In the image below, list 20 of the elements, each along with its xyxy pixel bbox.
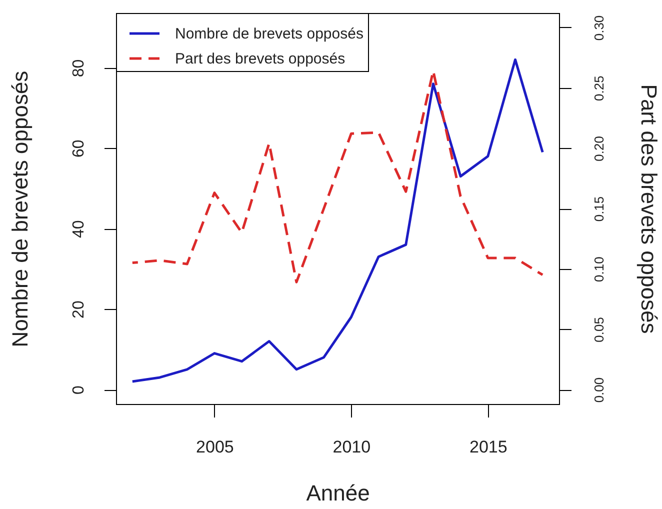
y2-tick-label: 0.10	[592, 256, 606, 282]
y2-tick-label: 0.15	[592, 196, 606, 222]
x-axis-title: Année	[306, 480, 370, 506]
y-tick-label: 80	[70, 59, 88, 78]
legend-label: Part des brevets opposés	[175, 50, 346, 68]
x-tick-label: 2005	[196, 438, 234, 456]
y-tick-label: 20	[70, 300, 88, 318]
y2-tick-label: 0.00	[592, 377, 606, 403]
y-tick-label: 60	[70, 140, 88, 158]
legend-label: Nombre de brevets opposés	[175, 26, 364, 42]
x-tick-label: 2010	[332, 438, 371, 456]
y2-axis-title: Part des brevets opposés	[636, 84, 662, 334]
y2-tick-label: 0.20	[592, 136, 606, 162]
y-tick-label: 0	[70, 385, 88, 394]
y-axis-title: Nombre de brevets opposés	[8, 70, 32, 348]
y2-tick-label: 0.05	[592, 317, 606, 342]
y2-tick-label: 0.30	[592, 15, 606, 41]
y2-tick-label: 0.25	[592, 76, 606, 101]
x-tick-label: 2015	[469, 438, 508, 456]
y-tick-label: 40	[70, 220, 88, 238]
